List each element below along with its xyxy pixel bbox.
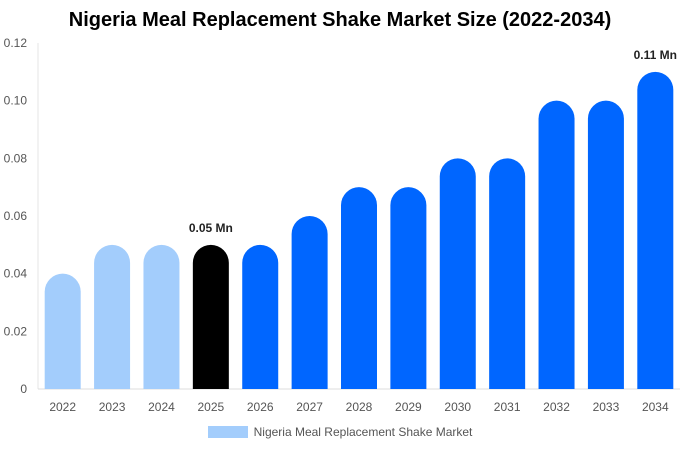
bar-2022: [44, 273, 81, 389]
x-tick-label: 2030: [444, 400, 471, 414]
legend-label[interactable]: Nigeria Meal Replacement Shake Market: [253, 425, 473, 439]
x-tick-label: 2024: [148, 400, 175, 414]
x-tick-label: 2027: [296, 400, 323, 414]
data-label: 0.11 Mn: [634, 48, 677, 62]
x-tick-label: 2034: [642, 400, 669, 414]
bar-2027: [291, 216, 328, 389]
chart-title: Nigeria Meal Replacement Shake Market Si…: [68, 9, 612, 31]
x-tick-label: 2023: [99, 400, 126, 414]
bar-2029: [390, 187, 427, 389]
bar-2033: [587, 100, 624, 389]
y-tick-label: 0.02: [4, 324, 28, 338]
y-tick-label: 0.10: [4, 94, 28, 108]
x-tick-label: 2031: [494, 400, 521, 414]
bar-chart: 0 0.02 0.04 0.06 0.08 0.10 0.12 2022 2023 2024 202…: [4, 36, 680, 414]
bar-2028: [341, 187, 377, 389]
y-tick-label: 0.12: [4, 36, 28, 50]
legend-swatch: [207, 426, 248, 438]
x-tick-label: 2032: [543, 400, 570, 414]
bar-2031: [489, 158, 526, 389]
y-tick-label: 0.06: [4, 209, 28, 223]
bar-2024: [143, 244, 180, 389]
y-tick-label: 0.04: [4, 267, 28, 281]
x-tick-label: 2026: [247, 400, 274, 414]
legend: Nigeria Meal Replacement Shake Market: [0, 425, 680, 439]
y-tick-label: 0: [20, 382, 27, 396]
data-label: 0.05 Mn: [189, 221, 233, 235]
y-tick-label: 0.08: [4, 151, 28, 165]
bar-2025: [192, 244, 229, 389]
x-tick-label: 2029: [395, 400, 422, 414]
bar-2023: [94, 244, 131, 389]
bar-2032: [538, 100, 575, 389]
bar-2034: [637, 71, 674, 389]
x-tick-label: 2022: [49, 400, 76, 414]
x-tick-label: 2028: [346, 400, 373, 414]
bar-2026: [242, 244, 279, 389]
x-tick-label: 2025: [197, 400, 224, 414]
x-tick-label: 2033: [593, 400, 620, 414]
bar-2030: [439, 158, 476, 389]
